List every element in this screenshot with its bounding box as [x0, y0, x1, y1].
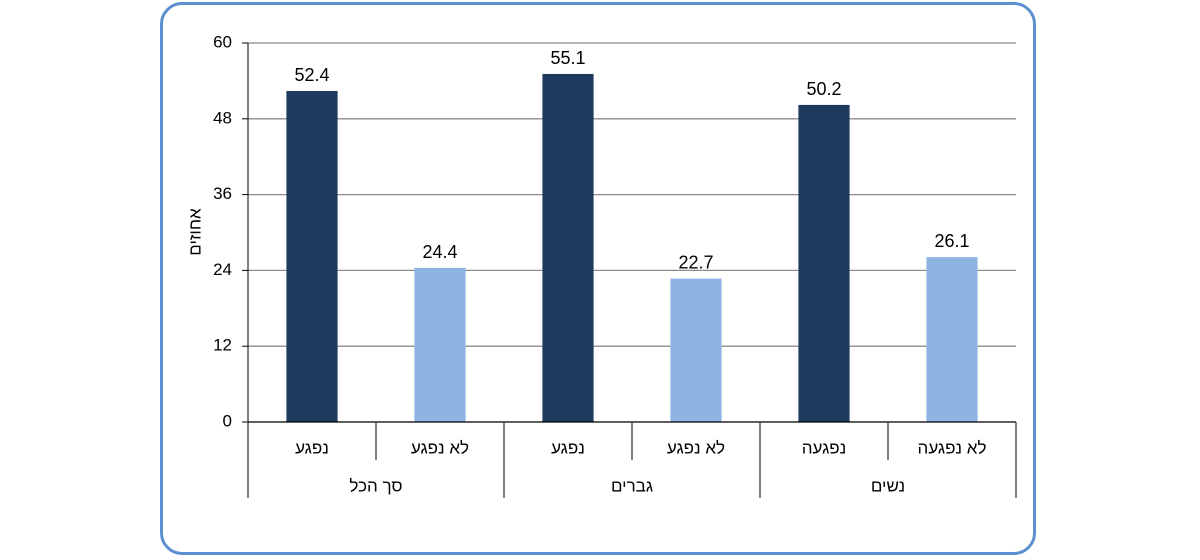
bar [414, 267, 466, 422]
y-tick-label: 36 [213, 184, 232, 203]
data-label: 52.4 [294, 65, 329, 85]
bar [542, 73, 594, 423]
x-category-label: לא נפגע [411, 438, 469, 457]
x-group-label: נשים [871, 476, 905, 495]
y-tick-label: 48 [213, 108, 232, 127]
y-tick-label: 24 [213, 260, 232, 279]
data-label: 55.1 [550, 48, 585, 68]
y-tick-label: 0 [223, 411, 232, 430]
bar [286, 91, 338, 423]
y-axis-label: אחוזים [185, 208, 204, 256]
bar [670, 278, 722, 422]
data-label: 50.2 [806, 79, 841, 99]
x-category-label: נפגע [551, 438, 585, 457]
bar [798, 104, 850, 423]
data-label: 24.4 [422, 242, 457, 262]
x-group-label: סך הכל [349, 476, 402, 495]
x-category-label: נפגע [295, 438, 329, 457]
bar [926, 257, 978, 422]
x-group-label: גברים [611, 476, 653, 495]
x-category-label: לא נפגע [667, 438, 725, 457]
y-tick-label: 12 [213, 336, 232, 355]
data-label: 22.7 [678, 253, 713, 273]
x-category-label: לא נפגעה [918, 438, 987, 457]
data-label: 26.1 [934, 231, 969, 251]
x-category-label: נפגעה [802, 438, 847, 457]
y-tick-label: 60 [213, 32, 232, 51]
